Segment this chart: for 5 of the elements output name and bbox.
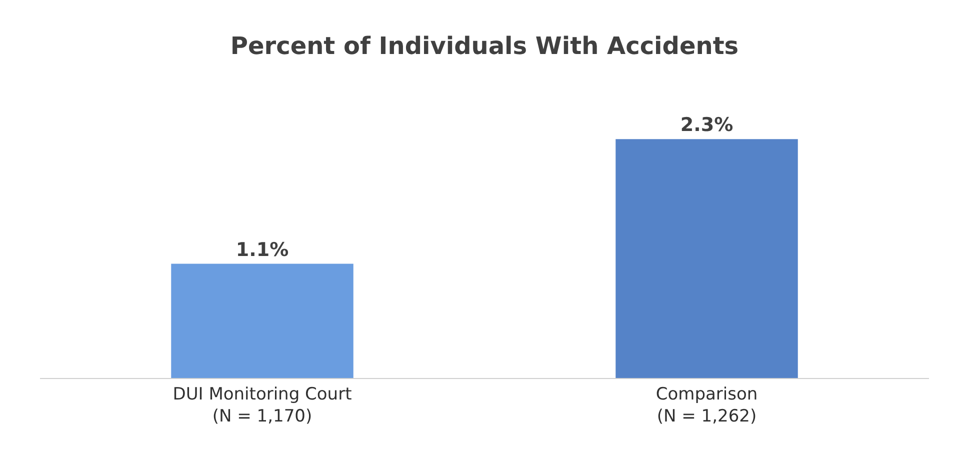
- x-tick-label: DUI Monitoring Court (N = 1,170): [172, 384, 352, 426]
- x-tick-label: Comparison (N = 1,262): [656, 384, 758, 426]
- data-label: 2.3%: [680, 114, 734, 136]
- data-label: 1.1%: [236, 238, 289, 261]
- chart-title: Percent of Individuals With Accidents: [230, 32, 739, 60]
